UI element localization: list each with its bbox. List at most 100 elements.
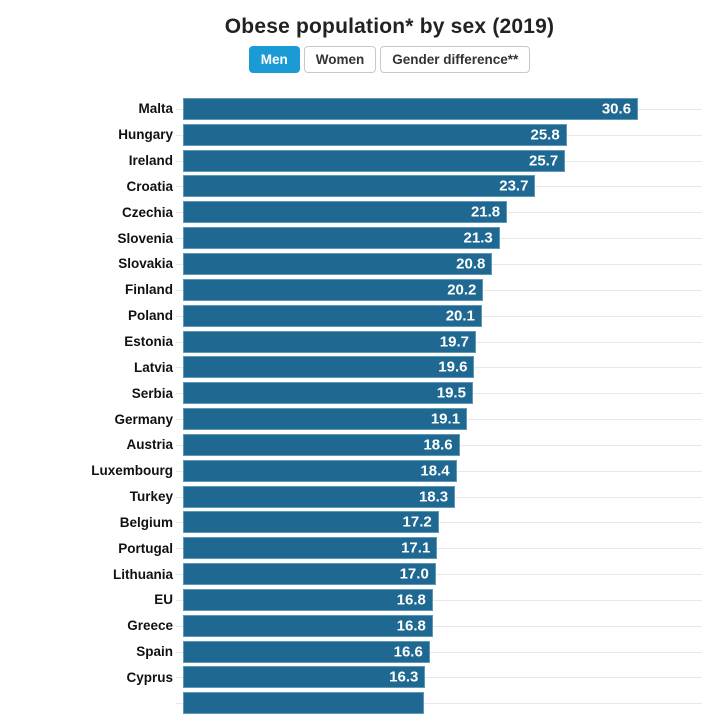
value-label: 21.3 — [463, 229, 493, 247]
chart-row: Cyprus 16.3 — [0, 665, 724, 691]
value-label: 19.7 — [439, 333, 469, 351]
value-label: 19.5 — [436, 384, 466, 402]
bar-track: 16.3 — [176, 666, 702, 689]
bar: 20.8 — [183, 252, 493, 275]
bar: 16.3 — [183, 666, 426, 689]
bar — [183, 692, 424, 715]
bar: 19.5 — [183, 382, 473, 405]
bar-track: 21.8 — [176, 201, 702, 224]
bar: 16.6 — [183, 640, 430, 663]
value-label: 20.2 — [447, 281, 477, 299]
tab-gender-difference[interactable]: Gender difference** — [380, 46, 531, 73]
bar: 20.2 — [183, 278, 484, 301]
bar-track: 19.5 — [176, 382, 702, 405]
bar: 23.7 — [183, 175, 536, 198]
chart-row: Malta 30.6 — [0, 96, 724, 122]
value-label: 19.1 — [430, 410, 461, 428]
sex-toggle-tabs: Men Women Gender difference** — [55, 46, 724, 73]
value-label: 20.1 — [445, 307, 475, 325]
category-label: Serbia — [131, 385, 173, 401]
bar: 21.3 — [183, 227, 500, 250]
bar-track: 20.8 — [176, 252, 702, 275]
value-label: 21.8 — [470, 203, 501, 221]
chart-row: Slovenia 21.3 — [0, 225, 724, 251]
bar-track: 16.8 — [176, 614, 702, 637]
gridline — [176, 625, 702, 627]
category-label: Slovakia — [118, 256, 173, 272]
bar-track: 25.7 — [176, 149, 702, 172]
bar-track: 17.0 — [176, 563, 702, 586]
bar-track: 18.4 — [176, 459, 702, 482]
chart-row: Germany 19.1 — [0, 406, 724, 432]
value-label: 20.8 — [456, 255, 486, 273]
gridline — [176, 677, 702, 679]
chart-row: Slovakia 20.8 — [0, 251, 724, 277]
bar-track: 18.3 — [176, 485, 702, 508]
gridline — [176, 548, 702, 550]
category-label: Lithuania — [113, 566, 173, 582]
chart-row: Serbia 19.5 — [0, 380, 724, 406]
chart-row: Finland 20.2 — [0, 277, 724, 303]
chart-row — [0, 690, 724, 716]
bar: 21.8 — [183, 201, 508, 224]
category-label: Greece — [127, 618, 173, 634]
value-label: 16.3 — [389, 668, 419, 686]
category-label: Spain — [136, 644, 173, 660]
category-label: Luxembourg — [91, 463, 173, 479]
chart-row: Czechia 21.8 — [0, 199, 724, 225]
category-label: Estonia — [124, 334, 173, 350]
bar-track: 20.2 — [176, 278, 702, 301]
gridline — [176, 574, 702, 576]
bar-track: 19.1 — [176, 408, 702, 431]
bar: 25.8 — [183, 123, 567, 146]
chart-row: Belgium 17.2 — [0, 510, 724, 536]
value-label: 18.4 — [420, 462, 450, 480]
tab-women[interactable]: Women — [303, 46, 377, 73]
bar: 30.6 — [183, 97, 639, 120]
value-label: 17.1 — [401, 539, 431, 557]
bar: 16.8 — [183, 614, 433, 637]
bar-track: 16.8 — [176, 588, 702, 611]
chart-row: Lithuania 17.0 — [0, 561, 724, 587]
category-label: Czechia — [121, 204, 173, 220]
chart-rows: Malta 30.6 Hungary 25.8 Ireland 25.7 Cro… — [0, 96, 724, 716]
category-label: Ireland — [128, 153, 173, 169]
category-label: Malta — [138, 101, 173, 117]
bar: 18.6 — [183, 433, 460, 456]
value-label: 30.6 — [601, 100, 632, 118]
category-label: Latvia — [133, 359, 173, 375]
value-label: 19.6 — [438, 358, 468, 376]
bar: 17.0 — [183, 563, 436, 586]
value-label: 18.6 — [423, 436, 453, 454]
chart-row: Luxembourg 18.4 — [0, 458, 724, 484]
bar-track: 18.6 — [176, 433, 702, 456]
gridline — [176, 599, 702, 601]
bar-track: 19.7 — [176, 330, 702, 353]
value-label: 23.7 — [499, 177, 529, 195]
category-label: Poland — [127, 308, 173, 324]
value-label: 25.7 — [528, 152, 559, 170]
chart-row: Poland 20.1 — [0, 303, 724, 329]
bar-chart: Malta 30.6 Hungary 25.8 Ireland 25.7 Cro… — [0, 96, 724, 716]
bar-track: 25.8 — [176, 123, 702, 146]
bar: 20.1 — [183, 304, 482, 327]
category-label: Slovenia — [117, 230, 173, 246]
chart-row: Hungary 25.8 — [0, 122, 724, 148]
category-label: EU — [154, 592, 173, 608]
bar-track: 17.1 — [176, 537, 702, 560]
bar-track: 30.6 — [176, 97, 702, 120]
bar: 17.2 — [183, 511, 439, 534]
category-label: Portugal — [118, 540, 173, 556]
gridline — [176, 522, 702, 524]
category-label: Croatia — [126, 178, 173, 194]
bar-track: 20.1 — [176, 304, 702, 327]
chart-row: Portugal 17.1 — [0, 535, 724, 561]
value-label: 16.8 — [396, 617, 426, 635]
chart-row: Ireland 25.7 — [0, 148, 724, 174]
value-label: 25.8 — [530, 126, 560, 144]
chart-row: Turkey 18.3 — [0, 484, 724, 510]
value-label: 17.0 — [399, 565, 429, 583]
tab-men[interactable]: Men — [248, 46, 300, 73]
gridline — [176, 651, 702, 653]
value-label: 18.3 — [418, 488, 449, 506]
